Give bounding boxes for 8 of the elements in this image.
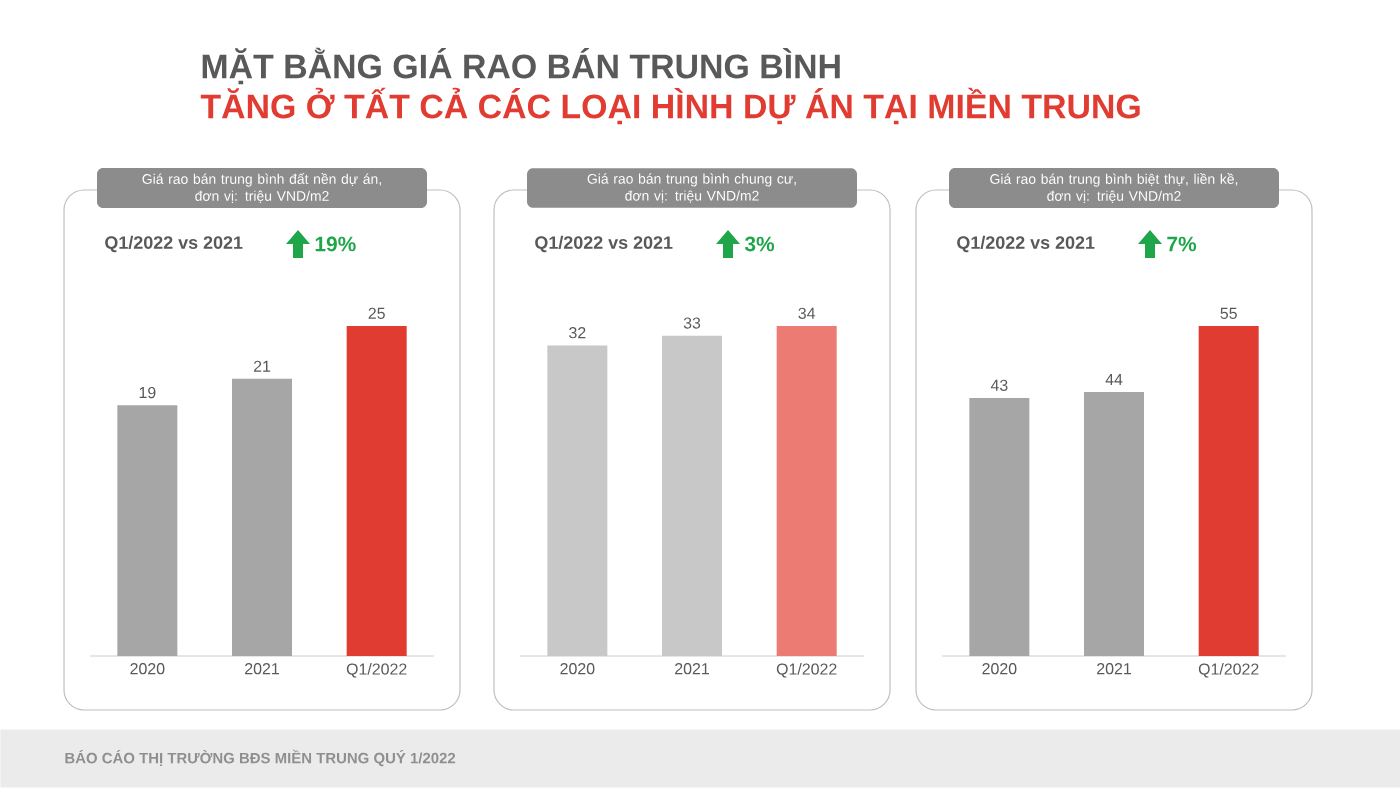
text: 7%	[1167, 236, 1197, 252]
text: TĂNG Ở TẤT CẢ CÁC LOẠI HÌNH DỰ ÁN TẠI MIỀN TRUNG	[200, 87, 1140, 125]
text: Q1/2022 vs 2021	[105, 235, 243, 253]
text: Q1/2022 vs 2021	[957, 235, 1095, 253]
text: 3%	[744, 236, 775, 252]
text: 19%	[315, 236, 356, 252]
text: MẶT BẰNG GIÁ RAO BÁN TRUNG BÌNH	[202, 47, 840, 85]
text: Q1/2022 vs 2021	[535, 235, 673, 253]
